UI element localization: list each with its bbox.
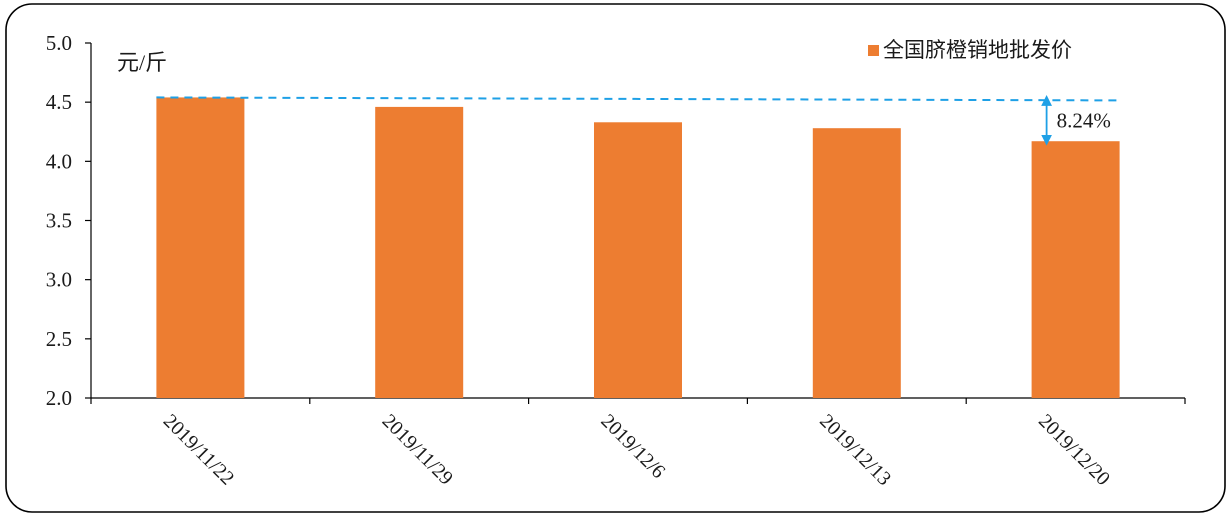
y-tick-label: 3.0 bbox=[46, 268, 72, 292]
y-unit-label: 元/斤 bbox=[117, 50, 167, 75]
reference-dashed-line bbox=[156, 96, 1122, 102]
bar bbox=[375, 106, 464, 399]
legend-swatch bbox=[868, 45, 879, 56]
y-tick-label: 5.0 bbox=[46, 31, 72, 55]
bar-series bbox=[156, 97, 1120, 399]
bar bbox=[1031, 141, 1120, 398]
y-tick-label: 4.5 bbox=[46, 90, 72, 114]
y-tick-label: 4.0 bbox=[46, 149, 72, 173]
legend: 全国脐橙销地批发价 bbox=[868, 38, 1072, 62]
y-tick-label: 3.5 bbox=[46, 209, 72, 233]
bar bbox=[156, 97, 245, 398]
y-tick-label: 2.5 bbox=[46, 327, 72, 351]
legend-label: 全国脐橙销地批发价 bbox=[883, 38, 1072, 62]
y-axis: 2.0 2.5 3.0 3.5 4.0 4.5 5.0 bbox=[46, 31, 92, 410]
bar bbox=[812, 128, 901, 398]
bar bbox=[594, 122, 682, 399]
difference-label: 8.24% bbox=[1057, 108, 1111, 132]
y-tick-label: 2.0 bbox=[46, 386, 72, 410]
annotation: 8.24% bbox=[156, 95, 1122, 146]
